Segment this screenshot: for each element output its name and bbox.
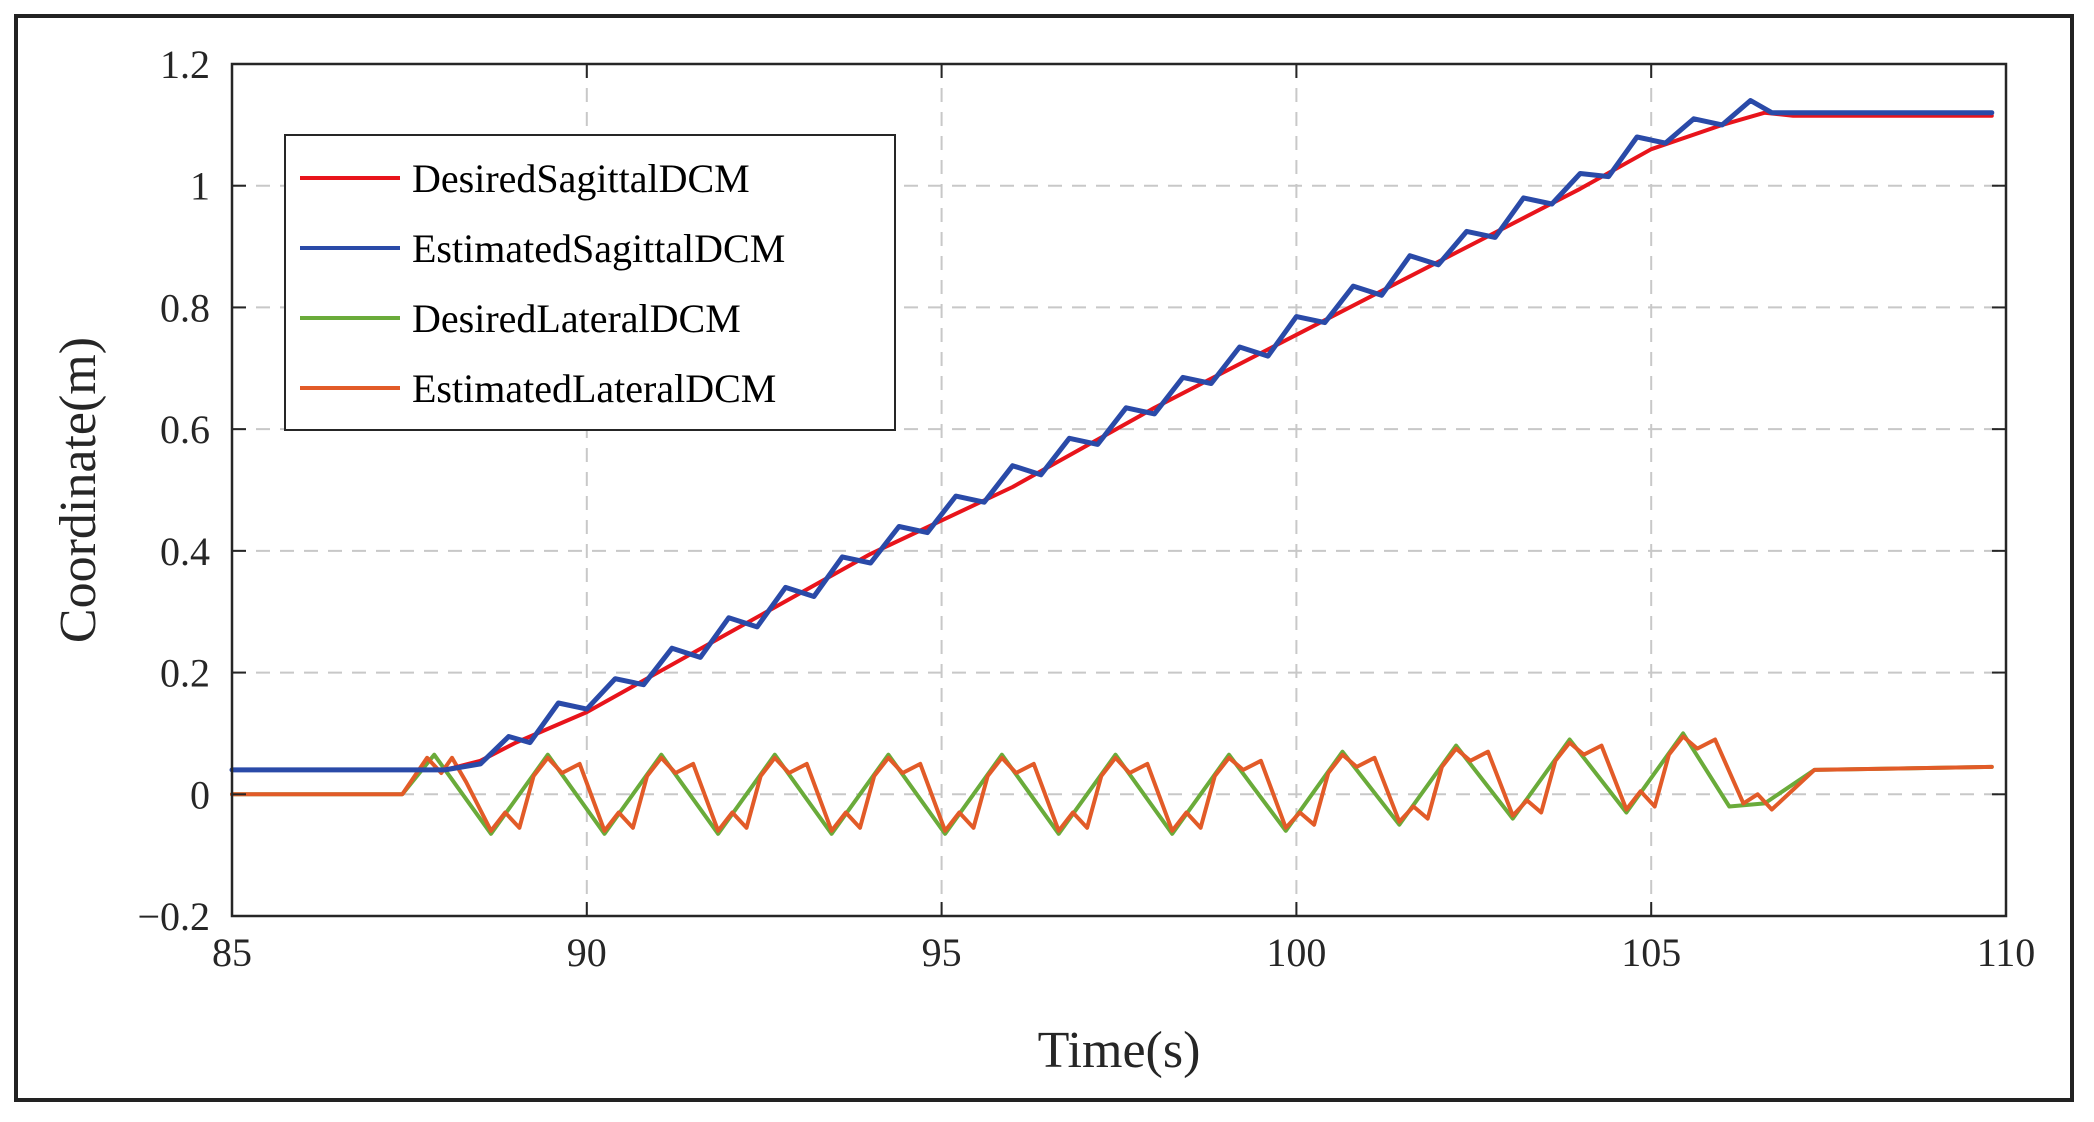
- x-tick-label: 105: [1621, 930, 1681, 975]
- legend-label: DesiredLateralDCM: [412, 296, 741, 341]
- series-line-EstimatedSagittalDCM: [229, 98, 1995, 773]
- series-layer: [229, 98, 1995, 836]
- y-tick-label: 1.2: [160, 42, 210, 87]
- series-line-EstimatedLateralDCM: [230, 734, 1994, 833]
- legend-label: EstimatedSagittalDCM: [412, 226, 785, 271]
- y-tick-label: 1: [190, 164, 210, 209]
- legend-box: [284, 134, 896, 431]
- plot-border: [230, 62, 2008, 918]
- x-tick-label: 90: [567, 930, 607, 975]
- legend-label: DesiredSagittalDCM: [412, 156, 750, 201]
- y-tick-label: 0.8: [160, 285, 210, 330]
- x-tick-label: 110: [1977, 930, 2036, 975]
- x-tick-label: 95: [922, 930, 962, 975]
- y-tick-label: 0: [190, 772, 210, 817]
- series-line-DesiredSagittalDCM: [230, 110, 1994, 772]
- y-tick-label: 0.6: [160, 407, 210, 452]
- legend: DesiredSagittalDCM EstimatedSagittalDCM De…: [284, 134, 896, 431]
- x-axis-label: Time(s): [1038, 1022, 1201, 1079]
- y-tick-label: −0.2: [137, 894, 210, 939]
- x-tick-label: 100: [1266, 930, 1326, 975]
- y-tick-label: 0.4: [160, 529, 210, 574]
- tick-labels: 85 90 95 100 105 110 −0.2 0 0.2 0.4 0.6 0.8 1 1.2: [137, 42, 2035, 975]
- y-axis-label: Coordinate(m): [50, 337, 107, 643]
- x-tick-label: 85: [212, 930, 252, 975]
- series-line-DesiredLateralDCM: [230, 731, 1994, 836]
- legend-label: EstimatedLateralDCM: [412, 366, 776, 411]
- y-tick-label: 0.2: [160, 651, 210, 696]
